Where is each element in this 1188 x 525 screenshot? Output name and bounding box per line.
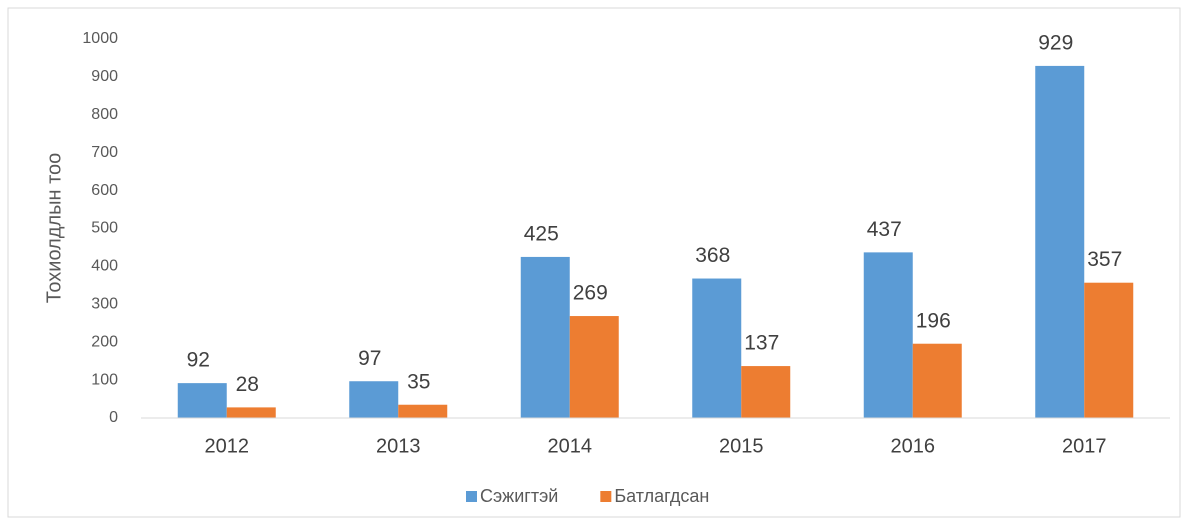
data-label: 357 xyxy=(1087,248,1122,271)
x-tick-label: 2014 xyxy=(548,435,593,457)
y-tick-label: 900 xyxy=(91,68,118,85)
data-label: 28 xyxy=(236,373,259,396)
bar xyxy=(398,404,448,418)
data-label: 196 xyxy=(916,309,951,332)
x-tick-label: 2015 xyxy=(719,435,764,457)
data-label: 437 xyxy=(867,218,902,241)
x-tick-label: 2017 xyxy=(1062,435,1107,457)
bar xyxy=(1035,65,1085,418)
x-tick-label: 2013 xyxy=(376,435,421,457)
bar xyxy=(912,343,962,418)
bar xyxy=(226,407,276,418)
y-tick-label: 100 xyxy=(91,371,118,388)
chart-border xyxy=(7,7,1181,518)
data-label: 368 xyxy=(695,244,730,267)
bar xyxy=(520,256,570,418)
y-tick-label: 300 xyxy=(91,296,118,313)
bar xyxy=(1084,282,1134,418)
data-label: 425 xyxy=(524,222,559,245)
data-label: 269 xyxy=(573,282,608,305)
x-tick-label: 2016 xyxy=(891,435,936,457)
y-tick-label: 0 xyxy=(109,409,118,426)
y-tick-label: 200 xyxy=(91,333,118,350)
y-tick-label: 400 xyxy=(91,258,118,275)
legend-label: Батлагдсан xyxy=(614,486,709,506)
x-tick-label: 2012 xyxy=(205,435,250,457)
legend-swatch xyxy=(600,491,612,502)
y-tick-label: 500 xyxy=(91,220,118,237)
y-tick-label: 800 xyxy=(91,106,118,123)
data-label: 97 xyxy=(358,347,381,370)
y-tick-label: 600 xyxy=(91,182,118,199)
data-label: 35 xyxy=(407,370,430,393)
bar xyxy=(741,366,791,418)
legend-swatch xyxy=(466,491,477,502)
bar xyxy=(692,278,742,418)
y-tick-label: 700 xyxy=(91,144,118,161)
data-label: 929 xyxy=(1038,31,1073,54)
bar xyxy=(569,316,619,418)
bar xyxy=(349,381,399,418)
y-axis-label: Тохиолдлын тоо xyxy=(43,153,65,304)
bar xyxy=(863,252,913,418)
bar xyxy=(177,383,227,418)
y-tick-label: 1000 xyxy=(82,30,118,47)
data-label: 92 xyxy=(187,349,210,372)
legend-label: Сэжигтэй xyxy=(480,486,558,506)
data-label: 137 xyxy=(744,332,779,355)
